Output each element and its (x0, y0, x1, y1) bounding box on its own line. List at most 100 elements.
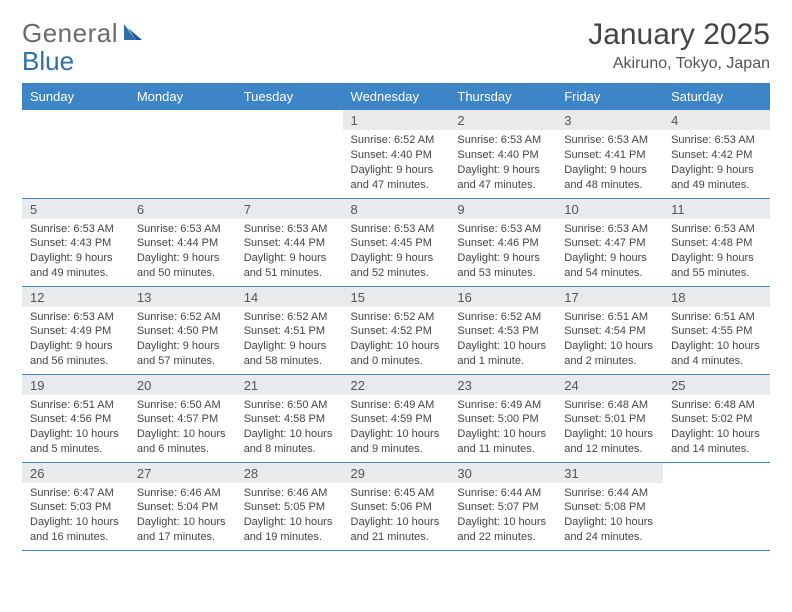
sunrise-line: Sunrise: 6:44 AM (457, 486, 548, 501)
calendar-day: 6Sunrise: 6:53 AMSunset: 4:44 PMDaylight… (129, 198, 236, 286)
day-header: Wednesday (343, 83, 450, 110)
calendar-day: 9Sunrise: 6:53 AMSunset: 4:46 PMDaylight… (449, 198, 556, 286)
daylight-line: Daylight: 9 hours and 51 minutes. (244, 251, 335, 281)
day-details: Sunrise: 6:50 AMSunset: 4:58 PMDaylight:… (236, 395, 343, 461)
calendar-day: 26Sunrise: 6:47 AMSunset: 5:03 PMDayligh… (22, 462, 129, 550)
day-details: Sunrise: 6:50 AMSunset: 4:57 PMDaylight:… (129, 395, 236, 461)
day-number: 30 (449, 463, 556, 483)
day-details: Sunrise: 6:53 AMSunset: 4:44 PMDaylight:… (129, 219, 236, 285)
sunset-line: Sunset: 5:07 PM (457, 500, 548, 515)
sunrise-line: Sunrise: 6:53 AM (30, 222, 121, 237)
calendar-day: 17Sunrise: 6:51 AMSunset: 4:54 PMDayligh… (556, 286, 663, 374)
sunrise-line: Sunrise: 6:53 AM (564, 222, 655, 237)
day-details: Sunrise: 6:49 AMSunset: 4:59 PMDaylight:… (343, 395, 450, 461)
day-details: Sunrise: 6:47 AMSunset: 5:03 PMDaylight:… (22, 483, 129, 549)
day-number: 10 (556, 199, 663, 219)
sunrise-line: Sunrise: 6:45 AM (351, 486, 442, 501)
day-details: Sunrise: 6:53 AMSunset: 4:41 PMDaylight:… (556, 130, 663, 196)
day-details: Sunrise: 6:52 AMSunset: 4:51 PMDaylight:… (236, 307, 343, 373)
day-details: Sunrise: 6:44 AMSunset: 5:08 PMDaylight:… (556, 483, 663, 549)
sunrise-line: Sunrise: 6:44 AM (564, 486, 655, 501)
daylight-line: Daylight: 9 hours and 56 minutes. (30, 339, 121, 369)
day-details: Sunrise: 6:46 AMSunset: 5:04 PMDaylight:… (129, 483, 236, 549)
calendar-week: 5Sunrise: 6:53 AMSunset: 4:43 PMDaylight… (22, 198, 770, 286)
day-details: Sunrise: 6:45 AMSunset: 5:06 PMDaylight:… (343, 483, 450, 549)
sunrise-line: Sunrise: 6:50 AM (244, 398, 335, 413)
sunrise-line: Sunrise: 6:53 AM (244, 222, 335, 237)
sunset-line: Sunset: 4:55 PM (671, 324, 762, 339)
day-number: 24 (556, 375, 663, 395)
sunrise-line: Sunrise: 6:47 AM (30, 486, 121, 501)
sunrise-line: Sunrise: 6:53 AM (457, 222, 548, 237)
sail-icon (120, 18, 144, 49)
day-details: Sunrise: 6:52 AMSunset: 4:52 PMDaylight:… (343, 307, 450, 373)
daylight-line: Daylight: 10 hours and 16 minutes. (30, 515, 121, 545)
sunrise-line: Sunrise: 6:48 AM (564, 398, 655, 413)
calendar-day: 15Sunrise: 6:52 AMSunset: 4:52 PMDayligh… (343, 286, 450, 374)
calendar-day: 22Sunrise: 6:49 AMSunset: 4:59 PMDayligh… (343, 374, 450, 462)
day-details: Sunrise: 6:49 AMSunset: 5:00 PMDaylight:… (449, 395, 556, 461)
daylight-line: Daylight: 10 hours and 21 minutes. (351, 515, 442, 545)
calendar-day: 14Sunrise: 6:52 AMSunset: 4:51 PMDayligh… (236, 286, 343, 374)
day-number: 4 (663, 110, 770, 130)
sunset-line: Sunset: 4:59 PM (351, 412, 442, 427)
calendar-day: 25Sunrise: 6:48 AMSunset: 5:02 PMDayligh… (663, 374, 770, 462)
day-header: Sunday (22, 83, 129, 110)
calendar-day: 12Sunrise: 6:53 AMSunset: 4:49 PMDayligh… (22, 286, 129, 374)
daylight-line: Daylight: 10 hours and 24 minutes. (564, 515, 655, 545)
sunset-line: Sunset: 5:00 PM (457, 412, 548, 427)
sunrise-line: Sunrise: 6:52 AM (351, 310, 442, 325)
calendar-day: 21Sunrise: 6:50 AMSunset: 4:58 PMDayligh… (236, 374, 343, 462)
day-details: Sunrise: 6:52 AMSunset: 4:50 PMDaylight:… (129, 307, 236, 373)
day-details: Sunrise: 6:51 AMSunset: 4:54 PMDaylight:… (556, 307, 663, 373)
sunset-line: Sunset: 4:49 PM (30, 324, 121, 339)
sunset-line: Sunset: 4:57 PM (137, 412, 228, 427)
brand-part-1: General (22, 18, 118, 49)
daylight-line: Daylight: 10 hours and 12 minutes. (564, 427, 655, 457)
calendar-day: 3Sunrise: 6:53 AMSunset: 4:41 PMDaylight… (556, 110, 663, 198)
daylight-line: Daylight: 9 hours and 52 minutes. (351, 251, 442, 281)
sunrise-line: Sunrise: 6:52 AM (244, 310, 335, 325)
calendar-week: 12Sunrise: 6:53 AMSunset: 4:49 PMDayligh… (22, 286, 770, 374)
daylight-line: Daylight: 10 hours and 1 minute. (457, 339, 548, 369)
daylight-line: Daylight: 10 hours and 22 minutes. (457, 515, 548, 545)
day-number: 27 (129, 463, 236, 483)
day-number: 15 (343, 287, 450, 307)
calendar-day: 7Sunrise: 6:53 AMSunset: 4:44 PMDaylight… (236, 198, 343, 286)
sunrise-line: Sunrise: 6:50 AM (137, 398, 228, 413)
calendar-day: 27Sunrise: 6:46 AMSunset: 5:04 PMDayligh… (129, 462, 236, 550)
calendar-week: 1Sunrise: 6:52 AMSunset: 4:40 PMDaylight… (22, 110, 770, 198)
daylight-line: Daylight: 9 hours and 55 minutes. (671, 251, 762, 281)
sunset-line: Sunset: 4:54 PM (564, 324, 655, 339)
daylight-line: Daylight: 9 hours and 58 minutes. (244, 339, 335, 369)
daylight-line: Daylight: 9 hours and 53 minutes. (457, 251, 548, 281)
sunrise-line: Sunrise: 6:46 AM (137, 486, 228, 501)
day-number: 21 (236, 375, 343, 395)
calendar-day: 19Sunrise: 6:51 AMSunset: 4:56 PMDayligh… (22, 374, 129, 462)
calendar-table: SundayMondayTuesdayWednesdayThursdayFrid… (22, 83, 770, 551)
sunset-line: Sunset: 4:42 PM (671, 148, 762, 163)
calendar-week: 19Sunrise: 6:51 AMSunset: 4:56 PMDayligh… (22, 374, 770, 462)
sunrise-line: Sunrise: 6:52 AM (351, 133, 442, 148)
calendar-day: 11Sunrise: 6:53 AMSunset: 4:48 PMDayligh… (663, 198, 770, 286)
calendar-day: 20Sunrise: 6:50 AMSunset: 4:57 PMDayligh… (129, 374, 236, 462)
sunset-line: Sunset: 4:56 PM (30, 412, 121, 427)
sunrise-line: Sunrise: 6:52 AM (457, 310, 548, 325)
calendar-day: 4Sunrise: 6:53 AMSunset: 4:42 PMDaylight… (663, 110, 770, 198)
day-details: Sunrise: 6:53 AMSunset: 4:40 PMDaylight:… (449, 130, 556, 196)
sunrise-line: Sunrise: 6:53 AM (671, 133, 762, 148)
sunrise-line: Sunrise: 6:53 AM (351, 222, 442, 237)
daylight-line: Daylight: 9 hours and 49 minutes. (30, 251, 121, 281)
sunset-line: Sunset: 5:01 PM (564, 412, 655, 427)
day-number: 16 (449, 287, 556, 307)
calendar-day: 13Sunrise: 6:52 AMSunset: 4:50 PMDayligh… (129, 286, 236, 374)
day-number: 9 (449, 199, 556, 219)
brand-logo: General (22, 18, 146, 49)
day-header: Tuesday (236, 83, 343, 110)
sunset-line: Sunset: 4:45 PM (351, 236, 442, 251)
day-number: 26 (22, 463, 129, 483)
calendar-day: 18Sunrise: 6:51 AMSunset: 4:55 PMDayligh… (663, 286, 770, 374)
sunrise-line: Sunrise: 6:52 AM (137, 310, 228, 325)
daylight-line: Daylight: 10 hours and 17 minutes. (137, 515, 228, 545)
day-details: Sunrise: 6:53 AMSunset: 4:46 PMDaylight:… (449, 219, 556, 285)
